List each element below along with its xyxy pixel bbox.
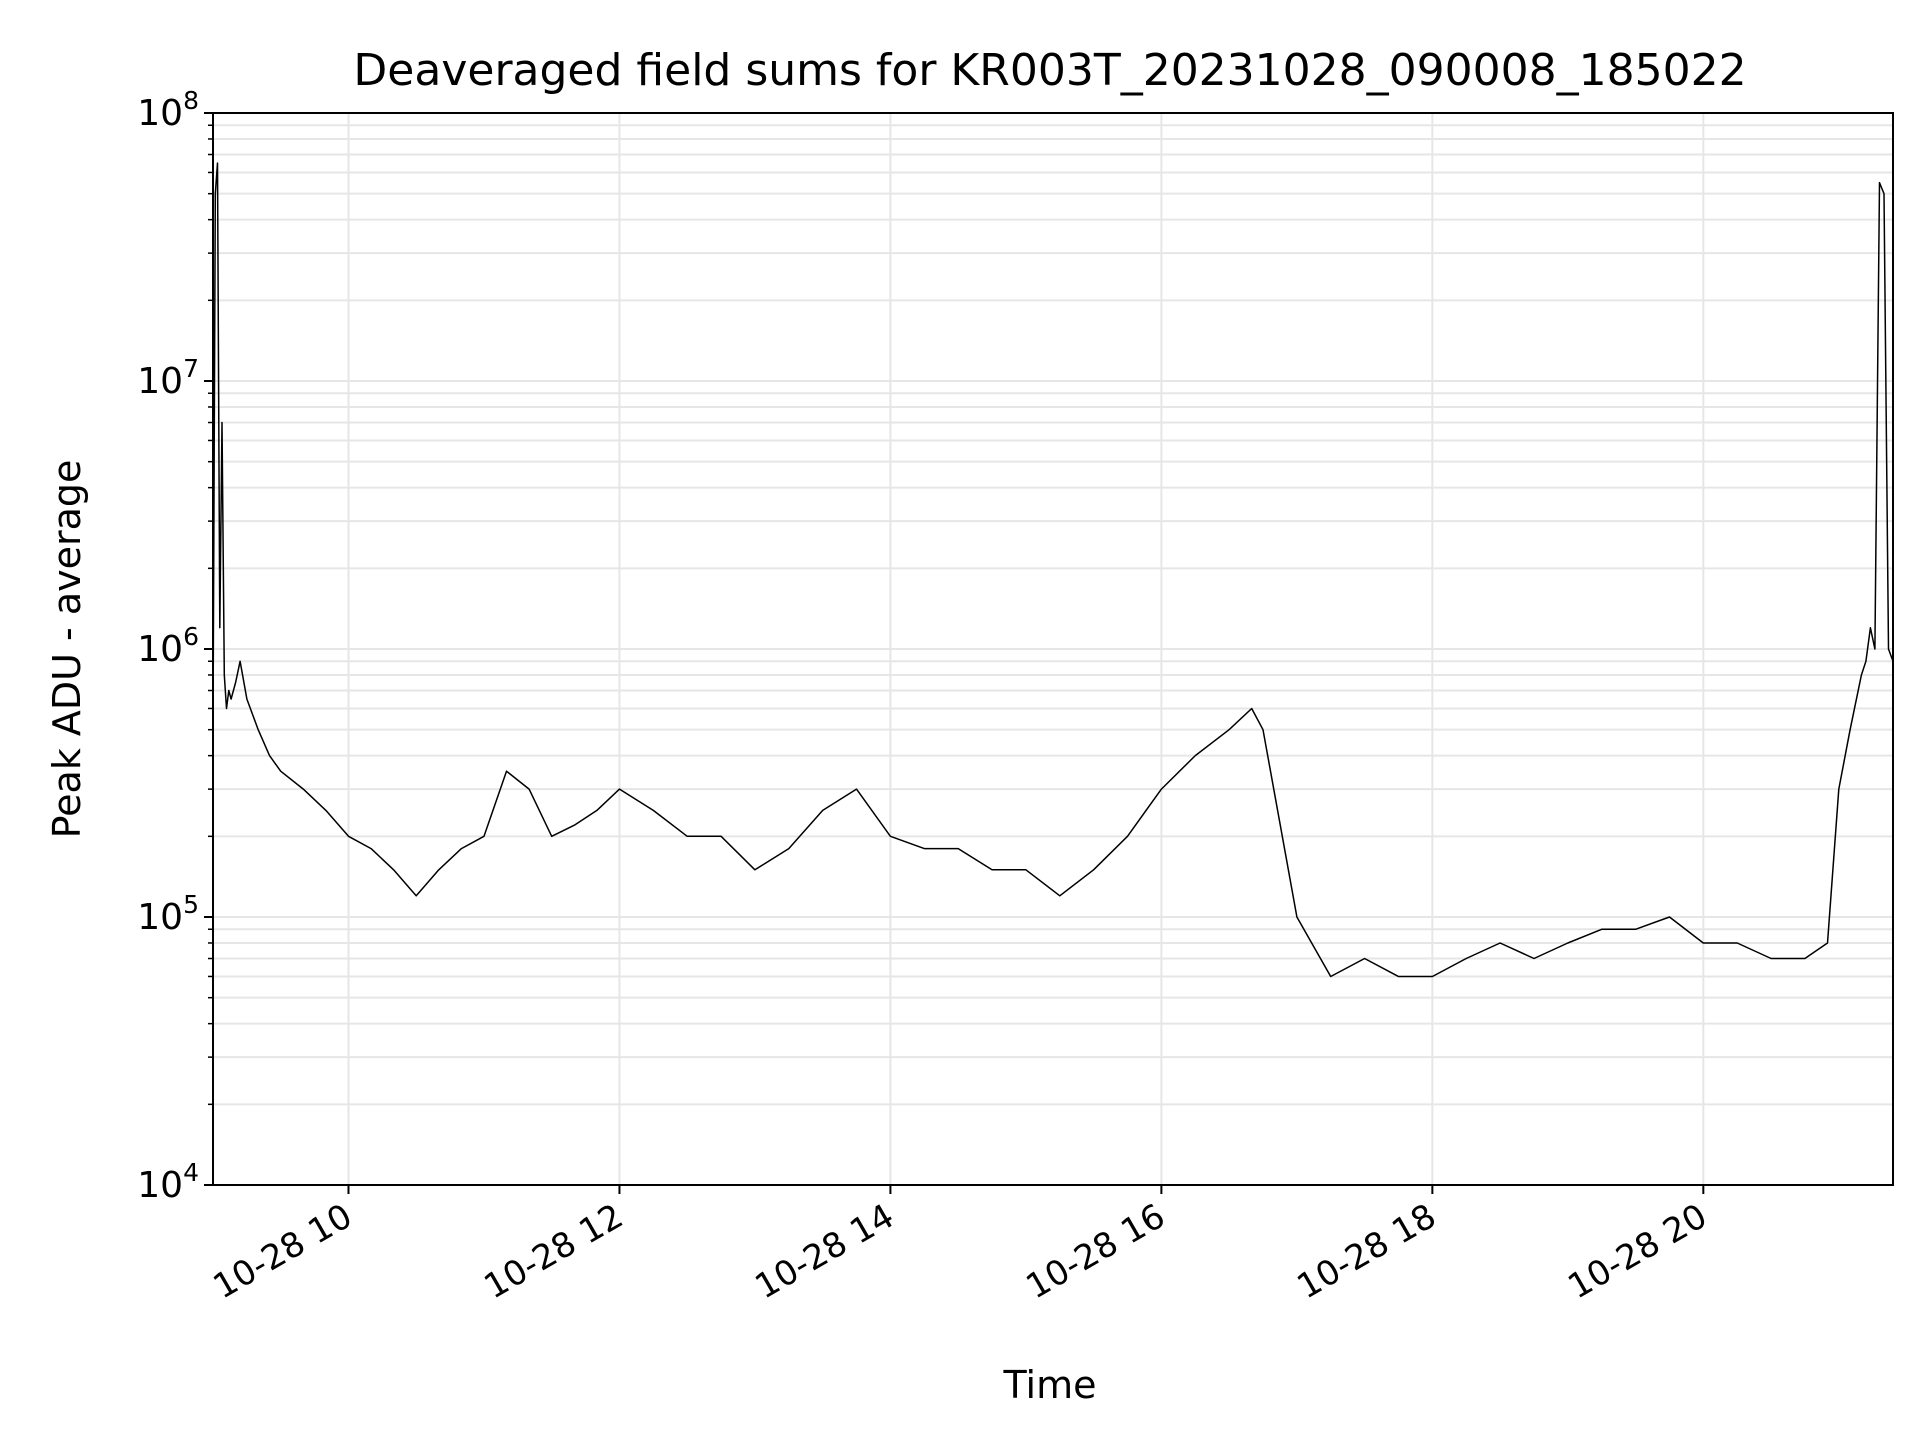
- x-axis-label: Time: [1003, 1363, 1097, 1407]
- grid: [213, 112, 1893, 1186]
- series-line: [212, 162, 1894, 978]
- y-tick-label: 106: [137, 622, 199, 670]
- data-series: [212, 162, 1894, 978]
- chart-title: Deaveraged field sums for KR003T_2023102…: [353, 45, 1746, 96]
- y-axis-label: Peak ADU - average: [45, 460, 89, 839]
